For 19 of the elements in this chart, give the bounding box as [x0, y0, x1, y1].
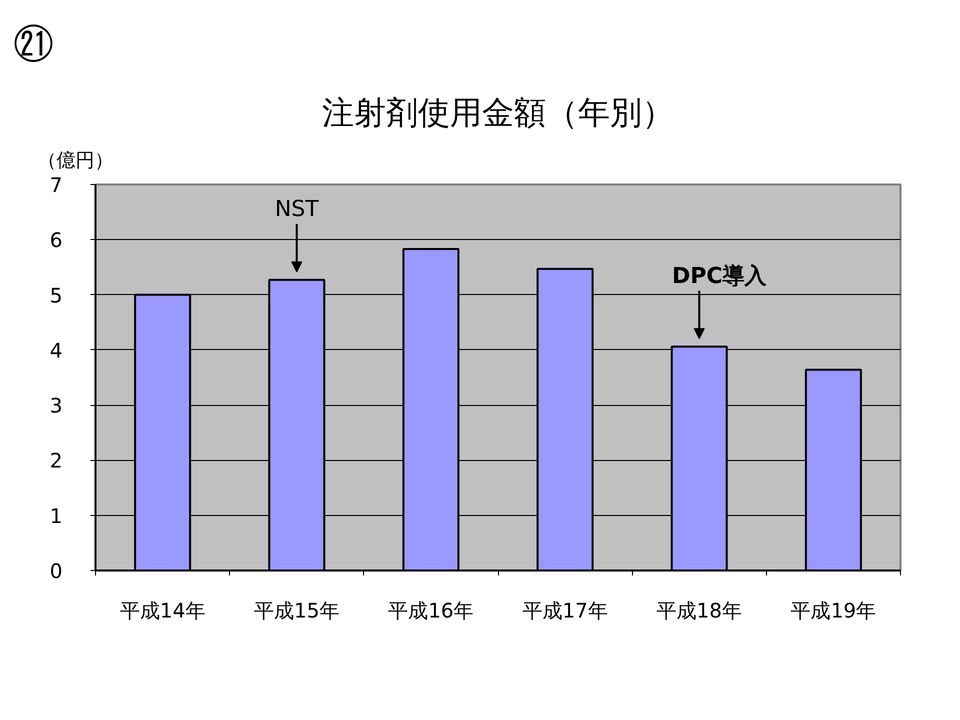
y-tick-label: 2	[50, 448, 63, 473]
y-tick-label: 7	[50, 173, 63, 197]
y-tick-label: 0	[50, 559, 63, 583]
chart-title: 注射剤使用金額（年別）	[322, 94, 674, 132]
x-tick-label: 平成14年	[120, 598, 206, 622]
y-tick-label: 5	[50, 283, 63, 308]
x-tick-label: 平成16年	[388, 598, 474, 622]
x-tick-label: 平成17年	[522, 598, 608, 622]
annotation: DPC導入	[672, 262, 768, 289]
y-tick-label: 6	[50, 228, 63, 252]
x-tick-label: 平成15年	[254, 598, 340, 622]
x-tick-label: 平成19年	[790, 598, 876, 622]
y-tick-label: 4	[50, 338, 63, 362]
y-tick-label: 3	[50, 394, 63, 418]
y-axis-title: （億円）	[38, 150, 114, 172]
x-tick-label: 平成18年	[656, 598, 742, 622]
y-tick-label: 1	[50, 504, 63, 528]
annotation: NST	[274, 197, 320, 222]
text: ㉑	[14, 22, 54, 68]
